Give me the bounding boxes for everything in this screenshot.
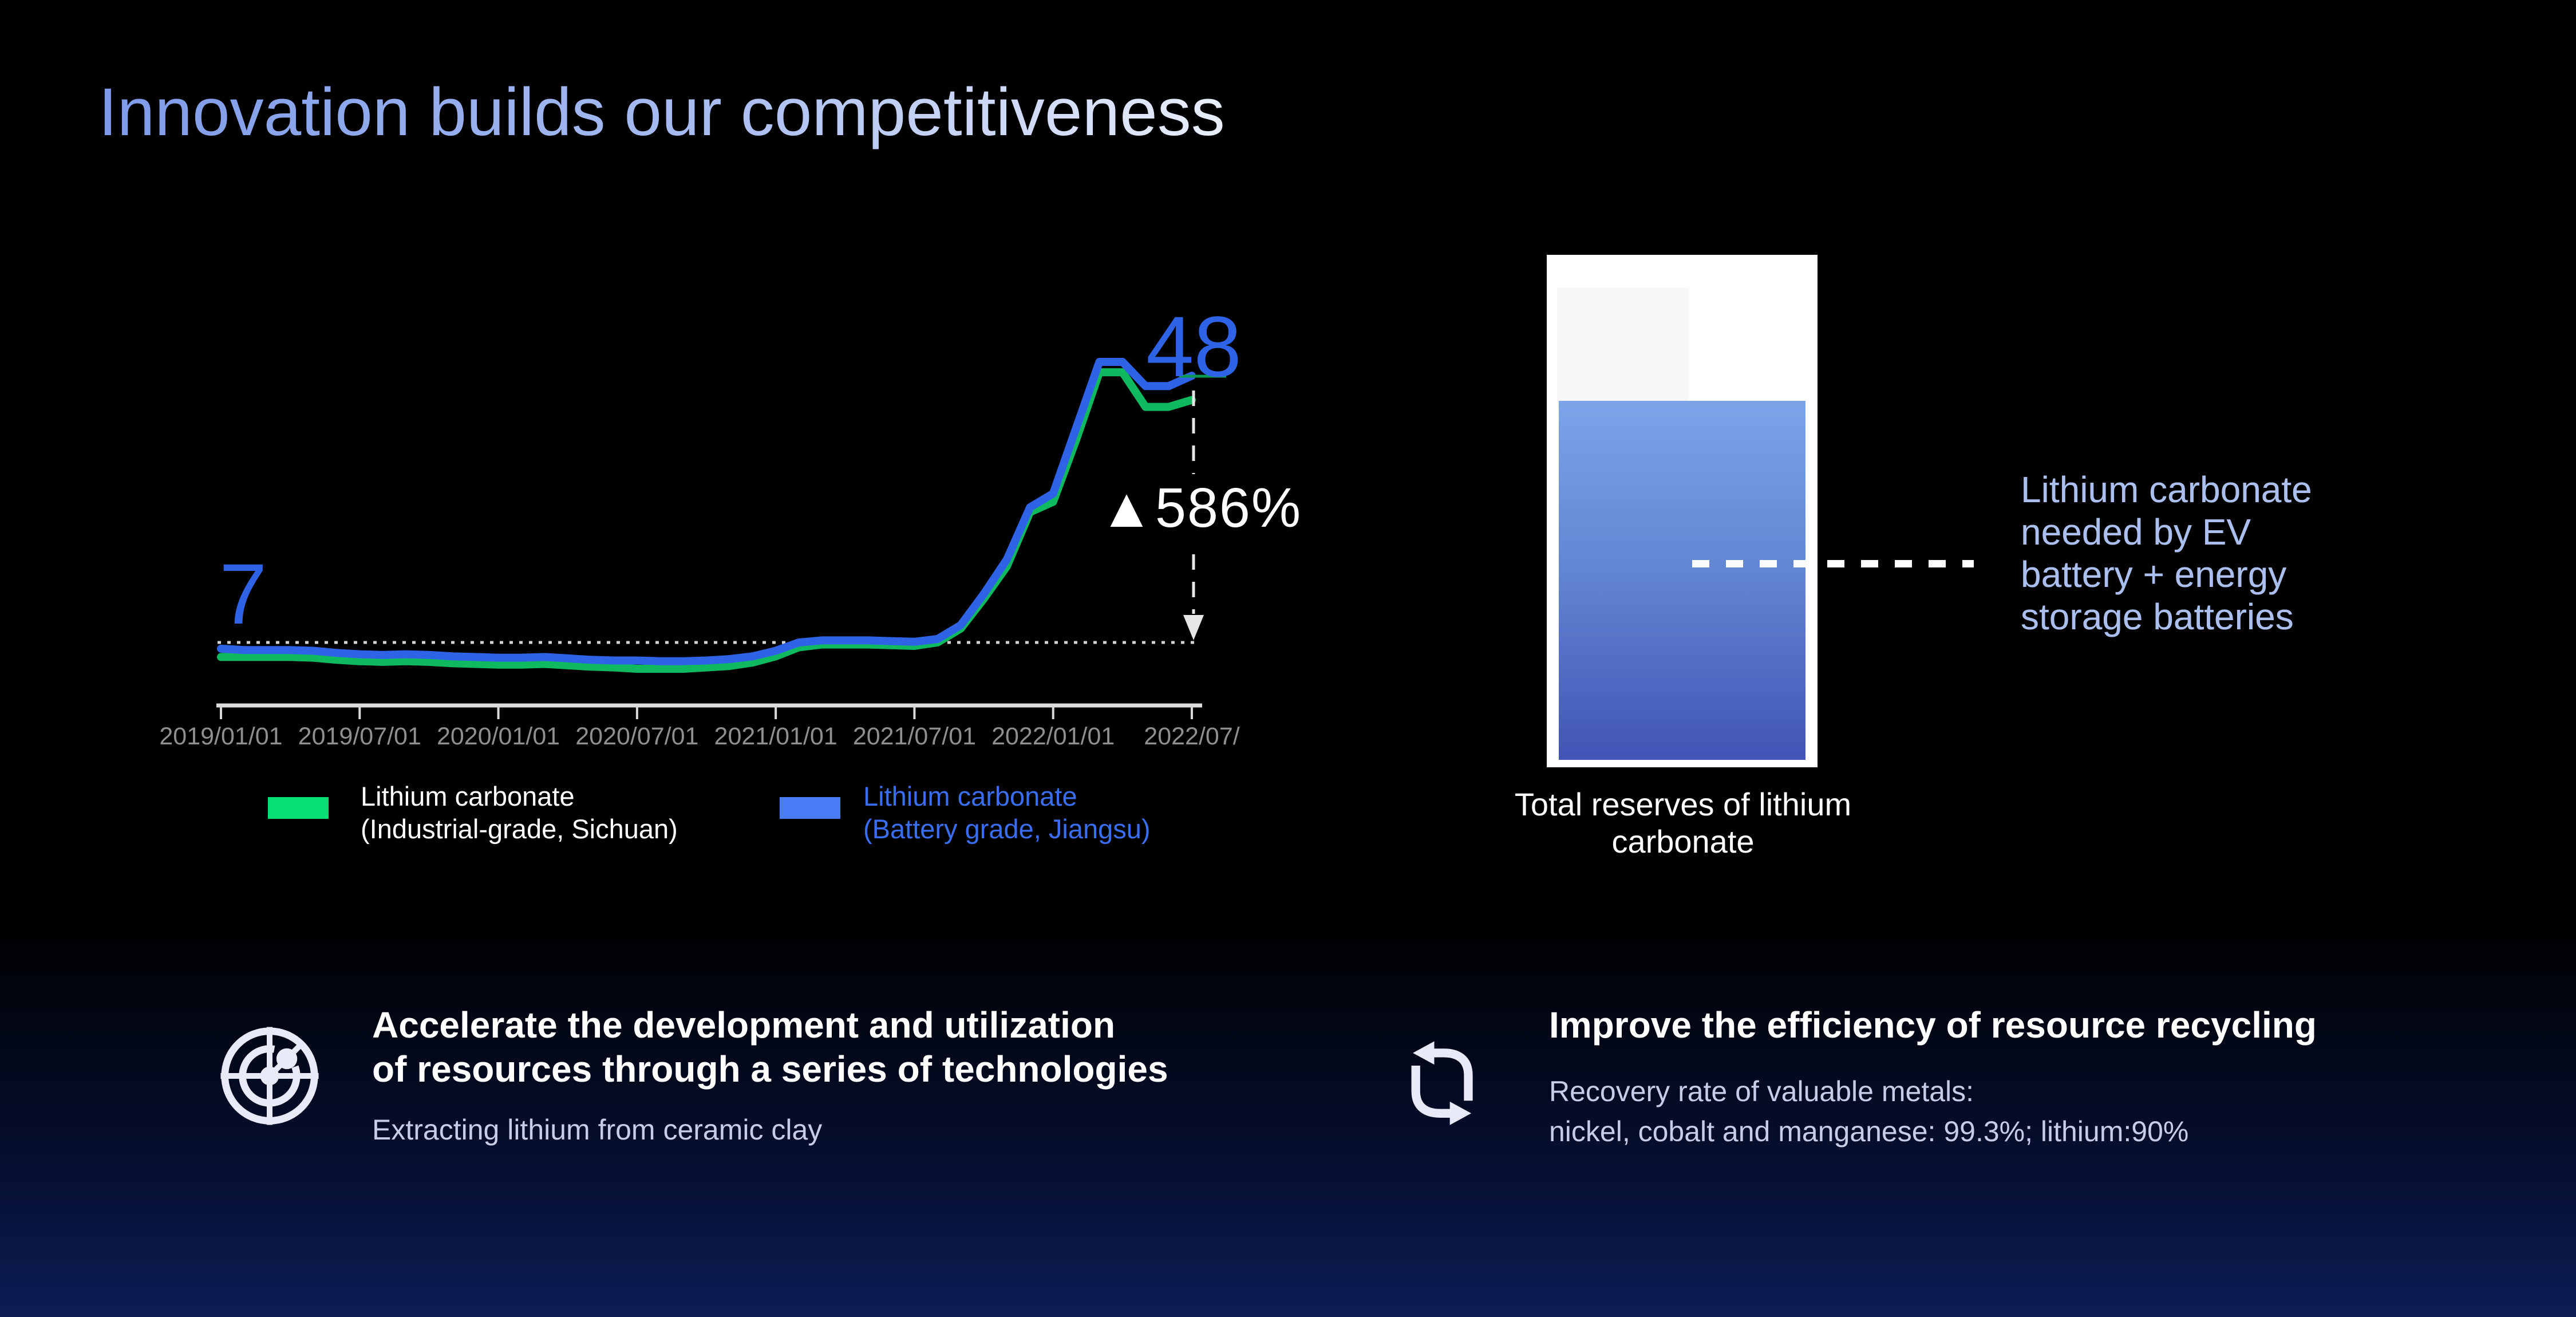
change-percentage-label: ▲586% <box>1099 476 1302 539</box>
svg-text:2019/01/01: 2019/01/01 <box>159 723 282 750</box>
feature-title-line: Improve the efficiency of resource recyc… <box>1549 1004 2317 1046</box>
line-series-battery-grade <box>217 358 1196 665</box>
feature-development-subtitle: Extracting lithium from ceramic clay <box>372 1110 1168 1150</box>
svg-text:2021/07/01: 2021/07/01 <box>853 723 976 750</box>
reserves-tank <box>1547 255 1818 767</box>
start-value-label: 7 <box>219 546 267 642</box>
feature-subtitle-line: Extracting lithium from ceramic clay <box>372 1114 823 1146</box>
feature-recycling: Improve the efficiency of resource recyc… <box>1549 1003 2317 1152</box>
legend-swatch-battery <box>780 797 840 819</box>
feature-title-line: of resources through a series of technol… <box>372 1048 1168 1090</box>
feature-recycling-title: Improve the efficiency of resource recyc… <box>1549 1003 2317 1047</box>
x-axis-ticks: 2019/01/01 2019/07/01 2020/01/01 2020/07/01… <box>159 705 1240 750</box>
legend-label-line: (Battery grade, Jiangsu) <box>863 814 1151 844</box>
reserves-fill-bar <box>1559 401 1805 760</box>
needs-dashed-line <box>1692 560 1974 567</box>
svg-text:2019/07/01: 2019/07/01 <box>298 723 421 750</box>
page-title: Innovation builds our competitiveness <box>98 72 1225 153</box>
svg-text:2022/07/: 2022/07/ <box>1144 723 1239 750</box>
needs-label-line: battery + energy <box>2021 554 2287 595</box>
feature-title-line: Accelerate the development and utilizati… <box>372 1004 1116 1046</box>
legend-item-battery: Lithium carbonate (Battery grade, Jiangs… <box>780 780 1151 845</box>
needs-label-line: storage batteries <box>2021 596 2294 637</box>
svg-text:2021/01/01: 2021/01/01 <box>714 723 837 750</box>
price-line-chart: 2019/01/01 2019/07/01 2020/01/01 2020/07/01… <box>159 358 1240 750</box>
legend-label-line: (Industrial-grade, Sichuan) <box>361 814 678 844</box>
legend-swatch-industrial <box>268 797 329 819</box>
feature-development: Accelerate the development and utilizati… <box>372 1003 1168 1150</box>
feature-subtitle-line: nickel, cobalt and manganese: 99.3%; lit… <box>1549 1115 2189 1148</box>
end-value-label: 48 <box>1146 298 1242 395</box>
needs-label: Lithium carbonate needed by EV battery +… <box>2021 468 2312 638</box>
svg-text:2020/01/01: 2020/01/01 <box>437 723 560 750</box>
needs-label-line: Lithium carbonate <box>2021 469 2312 510</box>
reserves-caption: Total reserves of lithium carbonate <box>1514 786 1852 859</box>
svg-text:2022/01/01: 2022/01/01 <box>991 723 1115 750</box>
line-series-industrial-grade <box>217 368 1196 673</box>
drop-arrowhead-icon <box>1183 615 1204 640</box>
legend-item-industrial: Lithium carbonate (Industrial-grade, Sic… <box>268 780 678 845</box>
svg-text:2020/07/01: 2020/07/01 <box>575 723 698 750</box>
feature-recycling-subtitle: Recovery rate of valuable metals: nickel… <box>1549 1071 2317 1152</box>
legend-label-line: Lithium carbonate <box>361 781 575 811</box>
tank-highlight <box>1557 288 1689 409</box>
legend-label-battery: Lithium carbonate (Battery grade, Jiangs… <box>863 780 1151 845</box>
legend-label-industrial: Lithium carbonate (Industrial-grade, Sic… <box>361 780 678 845</box>
feature-development-title: Accelerate the development and utilizati… <box>372 1003 1168 1091</box>
needs-label-line: needed by EV <box>2021 511 2251 553</box>
radar-target-icon <box>220 1027 319 1125</box>
recycle-icon <box>1411 1041 1473 1125</box>
legend-label-line: Lithium carbonate <box>863 781 1077 811</box>
feature-subtitle-line: Recovery rate of valuable metals: <box>1549 1075 1974 1107</box>
